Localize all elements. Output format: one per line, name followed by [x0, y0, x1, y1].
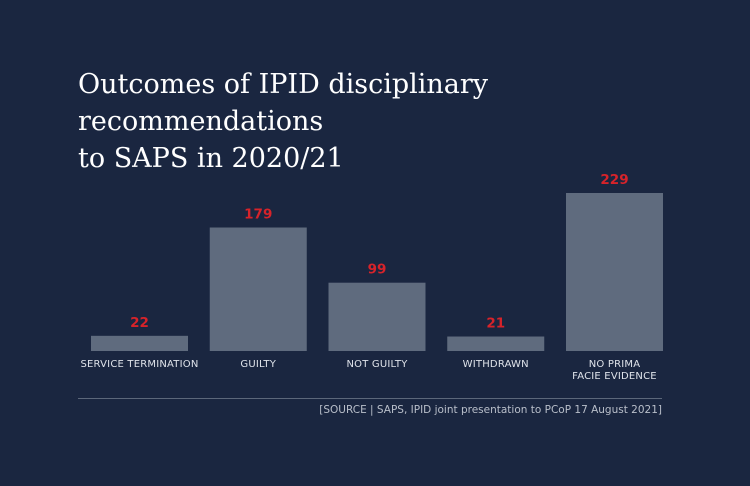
category-label-line: GUILTY	[240, 359, 276, 370]
value-label: 229	[600, 172, 628, 188]
bar	[328, 282, 426, 351]
category-label-group: SERVICE TERMINATION GUILTY NOT GUILTY WITHD…	[80, 359, 656, 382]
bar	[209, 227, 307, 351]
category-label: WITHDRAWN	[463, 359, 529, 370]
chart-title-line-1: Outcomes of IPID disciplinary recommenda…	[78, 69, 489, 137]
value-label: 99	[368, 262, 387, 278]
chart-title-line-2: to SAPS in 2020/21	[78, 143, 344, 174]
value-label: 179	[244, 206, 272, 222]
bar	[91, 335, 188, 351]
category-label: SERVICE TERMINATION	[80, 359, 198, 370]
category-label: GUILTY	[240, 359, 276, 370]
bar	[447, 336, 545, 351]
category-label-line: NO PRIMA	[589, 359, 641, 370]
value-label: 21	[486, 316, 505, 332]
category-label-line: WITHDRAWN	[463, 359, 529, 370]
category-label: NOT GUILTY	[346, 359, 408, 370]
category-label: NO PRIMA FACIE EVIDENCE	[572, 359, 657, 382]
bar	[566, 193, 663, 351]
chart-title: Outcomes of IPID disciplinary recommenda…	[78, 66, 698, 177]
category-label-line: SERVICE TERMINATION	[80, 359, 198, 370]
category-label-line: FACIE EVIDENCE	[572, 371, 657, 382]
value-label-group: 22 179 99 21 229	[130, 172, 628, 332]
category-label-line: NOT GUILTY	[346, 359, 408, 370]
source-note: [SOURCE | SAPS, IPID joint presentation …	[319, 404, 662, 416]
bar-group	[91, 193, 663, 351]
value-label: 22	[130, 315, 149, 331]
